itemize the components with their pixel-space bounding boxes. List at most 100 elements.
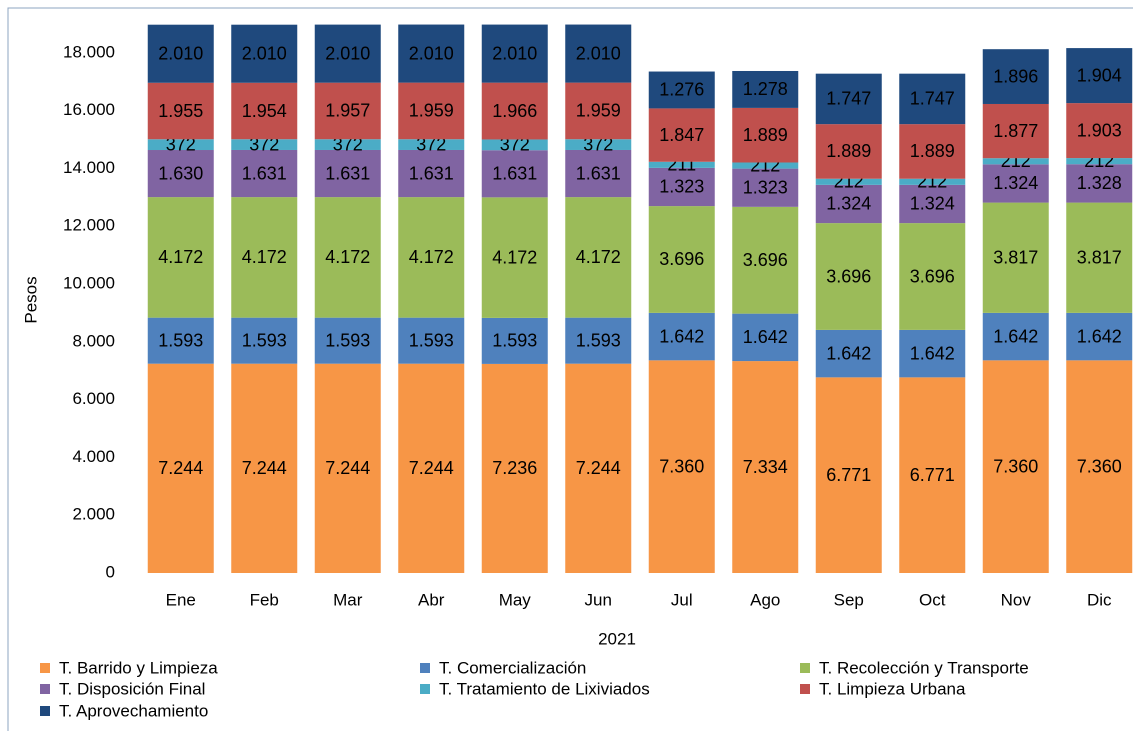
bar-segment [1066,360,1133,573]
bar-segment [899,124,966,179]
legend-label: T. Disposición Final [59,679,205,698]
data-label: 1.903 [1077,120,1122,140]
data-label: 1.747 [826,89,871,109]
data-label: 372 [166,134,196,154]
data-label: 7.360 [659,456,704,476]
bar-segment [565,24,632,83]
bar-segment [648,206,715,313]
data-label: 3.817 [993,247,1038,267]
data-label: 1.324 [910,194,955,214]
bar-segment [648,71,715,109]
bar-segment [648,161,715,168]
bar-segment [398,363,465,573]
bar-segment [982,312,1049,361]
bar-segment [565,363,632,573]
bar-segment [815,184,882,224]
data-label: 2.010 [242,43,287,63]
bar-segment [982,360,1049,573]
data-label: 1.631 [492,164,537,184]
data-label: 1.630 [158,163,203,183]
bar-segment [732,361,799,573]
x-axis-label: 2021 [598,629,636,648]
data-label: 6.771 [826,465,871,485]
legend-label: T. Limpieza Urbana [819,679,966,698]
data-label: 2.010 [492,43,537,63]
data-label: 372 [416,134,446,154]
legend-label: T. Aprovechamiento [59,701,208,720]
bar-segment [314,139,381,150]
bar-segment [231,24,298,83]
bar-segment [815,178,882,185]
data-label: 1.328 [1077,173,1122,193]
data-label: 7.244 [325,458,370,478]
data-label: 2.010 [158,43,203,63]
bar-segment [398,139,465,150]
legend-swatch [40,706,50,716]
bar-segment [1066,103,1133,159]
data-label: 1.955 [158,101,203,121]
data-label: 7.244 [576,458,621,478]
data-label: 3.696 [743,250,788,270]
data-label: 1.847 [659,125,704,145]
bar-segment [648,360,715,573]
bar-segment [147,197,214,318]
x-tick-label: Ene [166,590,196,609]
bar-segment [398,24,465,83]
bar-segment [815,124,882,179]
y-tick-label: 2.000 [72,505,115,524]
data-label: 1.747 [910,89,955,109]
data-label: 1.593 [158,330,203,350]
data-label: 1.593 [242,330,287,350]
bar-segment [565,317,632,364]
bar-segment [815,223,882,330]
data-label: 2.010 [409,43,454,63]
data-label: 372 [500,135,530,155]
bar-segment [481,363,548,573]
bar-segment [398,149,465,198]
bar-segment [982,103,1049,159]
data-label: 1.631 [242,163,287,183]
y-tick-label: 18.000 [63,42,115,61]
bar-segment [648,167,715,207]
bar-segment [732,206,799,314]
y-tick-label: 14.000 [63,158,115,177]
bar-segment [147,317,214,364]
bar-segment [982,49,1049,104]
data-label: 1.966 [492,101,537,121]
bar-segment [982,158,1049,165]
bar-segment [565,197,632,318]
data-label: 7.334 [743,457,788,477]
bar-segment [314,149,381,198]
data-label: 1.642 [1077,326,1122,346]
data-label: 1.642 [993,326,1038,346]
bar-segment [147,363,214,573]
y-tick-label: 6.000 [72,389,115,408]
data-label: 1.889 [743,125,788,145]
bar-segment [481,317,548,364]
bar-segment [1066,202,1133,313]
x-tick-label: Oct [919,590,946,609]
x-tick-label: Jun [585,590,612,609]
x-tick-label: Feb [250,590,279,609]
data-label: 1.877 [993,121,1038,141]
data-label: 4.172 [576,247,621,267]
bar-segment [982,164,1049,203]
bar-segment [314,197,381,318]
data-label: 1.324 [993,173,1038,193]
bar-segment [1066,312,1133,361]
data-label: 7.244 [409,458,454,478]
bar-segment [1066,158,1133,165]
data-label: 4.172 [242,247,287,267]
data-label: 1.593 [325,330,370,350]
y-tick-label: 0 [106,562,115,581]
y-tick-label: 4.000 [72,447,115,466]
data-label: 1.642 [659,326,704,346]
bar-segment [565,82,632,140]
y-tick-label: 12.000 [63,216,115,235]
legend-swatch [420,663,430,673]
bar-segment [147,24,214,83]
bar-segment [732,162,799,169]
bar-segment [815,329,882,378]
data-label: 4.172 [325,247,370,267]
